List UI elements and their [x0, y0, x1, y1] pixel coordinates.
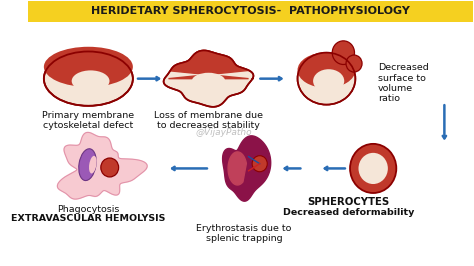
- Text: Erythrostasis due to
splenic trapping: Erythrostasis due to splenic trapping: [196, 224, 292, 243]
- Circle shape: [358, 153, 388, 184]
- Circle shape: [332, 41, 355, 64]
- Text: Phagocytosis: Phagocytosis: [57, 205, 119, 214]
- Text: Loss of membrane due
to decreased stability: Loss of membrane due to decreased stabil…: [154, 111, 263, 130]
- Text: HERIDETARY SPHEROCYTOSIS-  PATHOPHYSIOLOGY: HERIDETARY SPHEROCYTOSIS- PATHOPHYSIOLOG…: [91, 6, 410, 16]
- Ellipse shape: [44, 52, 133, 106]
- Ellipse shape: [298, 52, 356, 88]
- Circle shape: [350, 144, 396, 193]
- Polygon shape: [57, 132, 147, 199]
- Text: Decreased
surface to
volume
ratio: Decreased surface to volume ratio: [378, 63, 428, 103]
- Polygon shape: [168, 51, 249, 79]
- Ellipse shape: [89, 156, 97, 173]
- Text: Decreased deformability: Decreased deformability: [283, 208, 414, 217]
- Polygon shape: [223, 136, 271, 201]
- Ellipse shape: [79, 149, 96, 181]
- Text: EXTRAVASCULAR HEMOLYSIS: EXTRAVASCULAR HEMOLYSIS: [11, 214, 165, 223]
- Circle shape: [101, 158, 118, 177]
- Polygon shape: [164, 51, 254, 107]
- Text: SPHEROCYTES: SPHEROCYTES: [308, 197, 390, 207]
- Ellipse shape: [298, 53, 356, 105]
- Circle shape: [252, 156, 267, 172]
- Text: Primary membrane
cytoskeletal defect: Primary membrane cytoskeletal defect: [42, 111, 135, 130]
- Circle shape: [346, 55, 362, 72]
- FancyBboxPatch shape: [28, 1, 474, 22]
- Ellipse shape: [72, 70, 109, 92]
- Text: @VijayPatho: @VijayPatho: [196, 128, 253, 136]
- Ellipse shape: [313, 69, 344, 93]
- Ellipse shape: [192, 73, 225, 89]
- Ellipse shape: [44, 47, 133, 87]
- Polygon shape: [228, 152, 246, 185]
